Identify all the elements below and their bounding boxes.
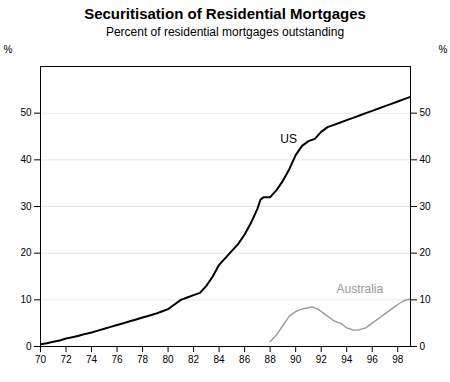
- svg-text:70: 70: [35, 354, 47, 365]
- svg-text:74: 74: [86, 354, 98, 365]
- svg-text:0: 0: [26, 341, 32, 352]
- html-text:Securitisation of Residential: Securitisation of Residential Mortgages: [84, 5, 366, 22]
- svg-text:76: 76: [111, 354, 123, 365]
- html-text:Percent of residential mortgag: Percent of residential mortgages outstan…: [105, 25, 345, 39]
- svg-text:40: 40: [420, 154, 432, 165]
- svg-text:88: 88: [265, 354, 277, 365]
- svg-text:30: 30: [420, 201, 432, 212]
- svg-text:78: 78: [137, 354, 149, 365]
- svg-text:%: %: [439, 44, 448, 55]
- svg-text:80: 80: [163, 354, 175, 365]
- svg-text:20: 20: [420, 247, 432, 258]
- svg-text:20: 20: [20, 247, 32, 258]
- svg-text:96: 96: [367, 354, 379, 365]
- svg-text:84: 84: [214, 354, 226, 365]
- svg-text:30: 30: [20, 201, 32, 212]
- svg-text:10: 10: [20, 294, 32, 305]
- svg-text:0: 0: [420, 341, 426, 352]
- svg-text:92: 92: [316, 354, 328, 365]
- svg-text:86: 86: [239, 354, 251, 365]
- svg-text:98: 98: [392, 354, 404, 365]
- svg-text:40: 40: [20, 154, 32, 165]
- svg-text:50: 50: [420, 107, 432, 118]
- svg-text:50: 50: [20, 107, 32, 118]
- svg-text:82: 82: [188, 354, 200, 365]
- svg-text:90: 90: [290, 354, 302, 365]
- svg-text:US: US: [280, 132, 297, 146]
- svg-text:%: %: [4, 44, 13, 55]
- svg-text:72: 72: [60, 354, 72, 365]
- svg-text:94: 94: [341, 354, 353, 365]
- svg-text:Australia: Australia: [337, 282, 384, 296]
- svg-text:10: 10: [420, 294, 432, 305]
